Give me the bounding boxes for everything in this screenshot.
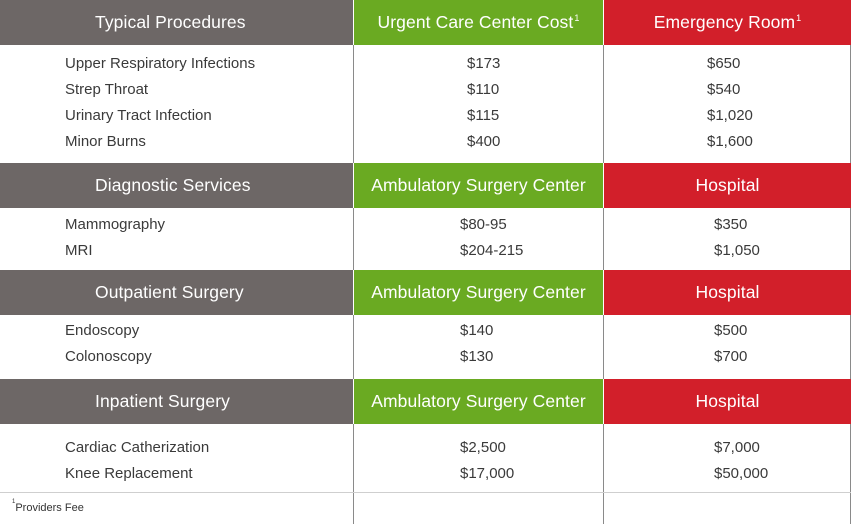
column-header-hospital: Hospital (603, 270, 851, 315)
ambulatory-cost: $17,000 (460, 464, 515, 482)
footnote-marker: 1 (574, 12, 580, 23)
column-header-urgent-care: Urgent Care Center Cost 1 (353, 0, 603, 45)
ambulatory-cost: $204-215 (460, 241, 524, 259)
procedure-name: Cardiac Catherization (65, 438, 210, 456)
ambulatory-cost: $140 (460, 321, 494, 339)
hospital-cost: $700 (714, 347, 748, 365)
emergency-room-cost: $650 (707, 54, 741, 72)
section-header-inpatient-surgery: Inpatient Surgery Ambulatory Surgery Cen… (0, 379, 851, 424)
section-body-typical-procedures: Upper Respiratory Infections Strep Throa… (0, 45, 851, 163)
procedure-name: Minor Burns (65, 132, 146, 150)
column-header-category: Diagnostic Services (0, 163, 353, 208)
hospital-cost: $1,050 (714, 241, 760, 259)
procedure-name: Strep Throat (65, 80, 149, 98)
emergency-room-cost: $540 (707, 80, 741, 98)
column-header-ambulatory-surgery-center: Ambulatory Surgery Center (353, 270, 603, 315)
hospital-cost: $50,000 (714, 464, 769, 482)
column-header-emergency-room: Emergency Room 1 (603, 0, 851, 45)
procedure-name: Urinary Tract Infection (65, 106, 212, 124)
column-header-ambulatory-surgery-center: Ambulatory Surgery Center (353, 379, 603, 424)
section-header-typical-procedures: Typical Procedures Urgent Care Center Co… (0, 0, 851, 45)
urgent-care-cost: $115 (467, 106, 500, 124)
column-header-hospital: Hospital (603, 379, 851, 424)
ambulatory-cost: $80-95 (460, 215, 507, 233)
hospital-cost: $500 (714, 321, 748, 339)
column-header-category: Outpatient Surgery (0, 270, 353, 315)
column-header-hospital: Hospital (603, 163, 851, 208)
column-header-ambulatory-surgery-center: Ambulatory Surgery Center (353, 163, 603, 208)
procedure-name: MRI (65, 241, 93, 259)
ambulatory-cost: $130 (460, 347, 494, 365)
column-header-category: Typical Procedures (0, 0, 353, 45)
footer-divider (0, 492, 851, 493)
section-body-inpatient-surgery: Cardiac Catherization Knee Replacement $… (0, 424, 851, 492)
footnote: 1Providers Fee (0, 493, 353, 524)
section-header-diagnostic-services: Diagnostic Services Ambulatory Surgery C… (0, 163, 851, 208)
footnote-row: 1Providers Fee (0, 493, 851, 524)
hospital-cost: $7,000 (714, 438, 760, 456)
ambulatory-cost: $2,500 (460, 438, 506, 456)
footnote-text: Providers Fee (15, 502, 84, 514)
section-header-outpatient-surgery: Outpatient Surgery Ambulatory Surgery Ce… (0, 270, 851, 315)
procedure-name: Colonoscopy (65, 347, 152, 365)
section-body-outpatient-surgery: Endoscopy Colonoscopy $140 $130 $500 $70… (0, 315, 851, 379)
procedure-name: Upper Respiratory Infections (65, 54, 256, 72)
footnote-marker: 1 (796, 12, 802, 23)
section-body-diagnostic-services: Mammography MRI $80-95 $204-215 $350 $1,… (0, 208, 851, 270)
footnote-marker: 1 (12, 499, 16, 506)
procedure-name: Knee Replacement (65, 464, 193, 482)
procedure-name: Mammography (65, 215, 166, 233)
emergency-room-cost: $1,020 (707, 106, 753, 124)
urgent-care-cost: $400 (467, 132, 501, 150)
procedure-name: Endoscopy (65, 321, 140, 339)
column-header-category: Inpatient Surgery (0, 379, 353, 424)
urgent-care-cost: $110 (467, 80, 500, 98)
hospital-cost: $350 (714, 215, 748, 233)
urgent-care-cost: $173 (467, 54, 501, 72)
emergency-room-cost: $1,600 (707, 132, 753, 150)
